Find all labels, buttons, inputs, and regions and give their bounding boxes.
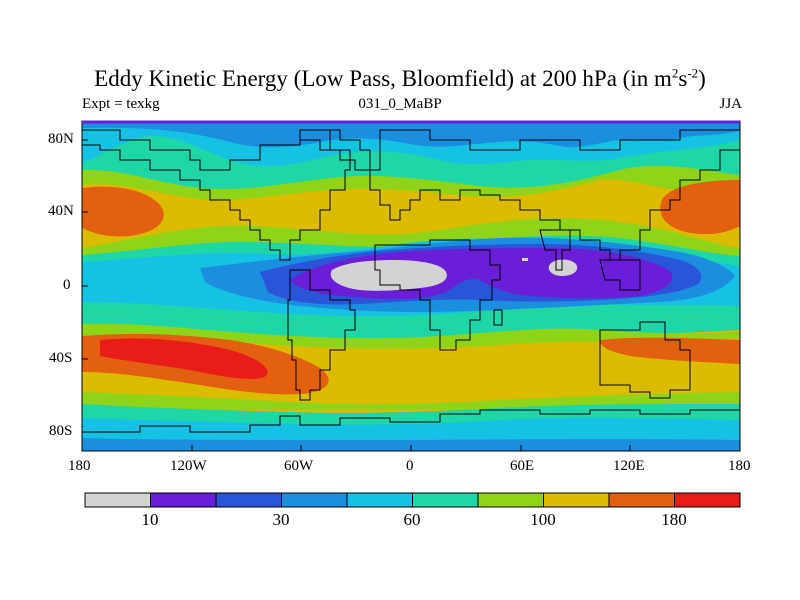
colorbar-label-30: 30 [272,510,290,529]
colorbar-label-10: 10 [141,510,159,529]
x-label-0: 0 [406,458,414,474]
colorbar-swatch-9 [674,492,741,508]
field-jet-south-red [100,338,268,379]
y-label-80n: 80N [48,131,74,147]
y-label-40s: 40S [49,350,73,366]
colorbar-swatch-3 [281,492,348,508]
colorbar-swatch-2 [215,492,282,508]
coast-antarctica [82,409,740,433]
axis-ticks [82,139,631,451]
field-grey-dot [522,258,528,261]
coast-madagascar [493,309,503,326]
colorbar-swatch-4 [346,492,413,508]
y-label-80s: 80S [49,423,73,439]
colorbar-label-180: 180 [661,510,687,529]
x-label-180-west: 180 [68,458,91,474]
season-label: JJA [719,96,742,112]
colorbar-swatch-7 [543,492,610,508]
y-label-0: 0 [63,277,71,293]
y-label-40n: 40N [48,203,74,219]
x-label-120w: 120W [170,458,207,474]
x-label-120e: 120E [613,458,645,474]
field-south-blue [82,438,740,451]
colorbar-swatch-8 [608,492,675,508]
field-polar-north-blue [82,121,740,148]
coast-india [539,229,571,271]
field-jet-south-east [599,337,740,364]
colorbar-swatch-5 [412,492,479,508]
colorbar-label-100: 100 [530,510,556,529]
coast-eurasia [369,129,741,261]
field-south-green [82,323,740,349]
x-label-60w: 60W [284,458,314,474]
field-jet-north-west [82,186,164,237]
colorbar-swatch-0 [84,492,151,508]
field-grey-patch-indian [548,259,578,276]
field-grey-patch-atlantic [330,260,447,291]
coast-australia [599,321,691,399]
contour-field [82,121,740,451]
colorbar-label-60: 60 [403,510,421,529]
coast-se-asia [599,259,641,291]
x-label-180-east: 180 [728,458,751,474]
experiment-label: Expt = texkg [82,96,160,112]
coast-greenland [299,129,371,171]
coastlines [82,129,741,433]
coast-africa [374,239,501,351]
coast-north-america [82,129,351,261]
colorbar [84,492,741,508]
x-label-60e: 60E [510,458,535,474]
run-id-label: 031_0_MaBP [358,96,442,112]
colorbar-swatch-1 [150,492,217,508]
map-title: Eddy Kinetic Energy (Low Pass, Bloomfiel… [94,65,706,91]
colorbar-swatch-6 [477,492,544,508]
coast-south-america [287,269,356,401]
